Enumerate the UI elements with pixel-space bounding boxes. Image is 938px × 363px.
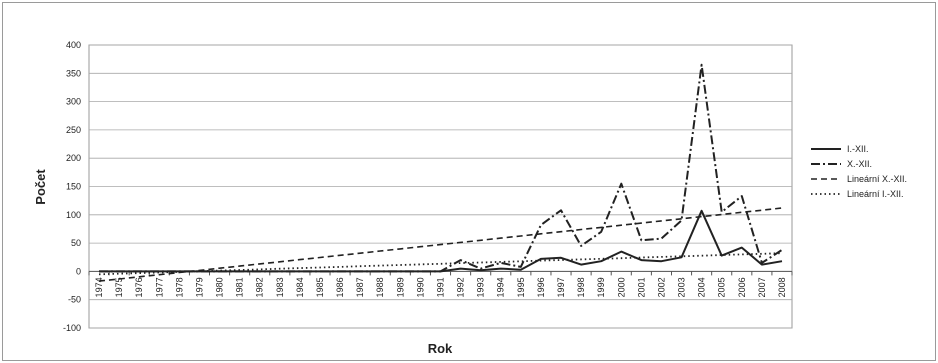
- line-chart: 400 350 300 250 200 150 100 50 0 -50 -100 1974 1975…: [33, 40, 907, 356]
- legend-label: Lineární I.-XII.: [847, 189, 904, 199]
- y-tick-label: 250: [66, 125, 81, 135]
- x-tick-label: 2007: [757, 277, 767, 297]
- y-tick-label: 100: [66, 210, 81, 220]
- y-tick-label: 400: [66, 40, 81, 50]
- y-tick-label: 300: [66, 97, 81, 107]
- x-axis-tick-labels: 1974 1975 1976 1977 1978 1979 1980 1981 1982 1983…: [94, 277, 787, 297]
- y-tick-label: 50: [71, 238, 81, 248]
- legend-label: X.-XII.: [847, 159, 872, 169]
- x-tick-label: 1994: [496, 277, 506, 297]
- x-tick-label: 1986: [335, 277, 345, 297]
- y-tick-label: 150: [66, 182, 81, 192]
- x-tick-label: 1982: [255, 277, 265, 297]
- legend-label: I.-XII.: [847, 144, 869, 154]
- x-tick-label: 2004: [697, 277, 707, 297]
- x-tick-label: 1991: [436, 277, 446, 297]
- series-line: [98, 252, 783, 276]
- x-tick-label: 1992: [456, 277, 466, 297]
- x-axis-title: Rok: [428, 341, 453, 356]
- x-tick-label: 2002: [656, 277, 666, 297]
- x-tick-label: 1990: [415, 277, 425, 297]
- y-tick-label: -100: [63, 323, 81, 333]
- x-tick-label: 2000: [616, 277, 626, 297]
- x-tick-label: 2001: [636, 277, 646, 297]
- x-tick-label: 2008: [777, 277, 787, 297]
- x-tick-label: 1989: [395, 277, 405, 297]
- x-tick-label: 1981: [235, 277, 245, 297]
- x-tick-label: 1993: [476, 277, 486, 297]
- x-tick-label: 1999: [596, 277, 606, 297]
- x-tick-label: 1974: [94, 277, 104, 297]
- x-tick-label: 2003: [677, 277, 687, 297]
- series-line: [98, 207, 783, 282]
- series-line: [99, 63, 783, 273]
- x-tick-label: 1976: [134, 277, 144, 297]
- y-axis-title: Počet: [33, 169, 48, 205]
- x-tick-label: 1977: [154, 277, 164, 297]
- x-tick-label: 2006: [737, 277, 747, 297]
- x-tick-label: 1995: [516, 277, 526, 297]
- x-tick-label: 1979: [194, 277, 204, 297]
- x-tick-label: 2005: [717, 277, 727, 297]
- y-tick-label: 0: [76, 266, 81, 276]
- y-tick-label: 350: [66, 68, 81, 78]
- x-tick-label: 1975: [114, 277, 124, 297]
- x-tick-label: 1998: [576, 277, 586, 297]
- x-tick-label: 1978: [174, 277, 184, 297]
- x-tick-label: 1997: [556, 277, 566, 297]
- x-tick-label: 1980: [215, 277, 225, 297]
- y-tick-label: 200: [66, 153, 81, 163]
- y-tick-label: -50: [68, 295, 81, 305]
- x-tick-label: 1983: [275, 277, 285, 297]
- x-tick-label: 1996: [536, 277, 546, 297]
- legend-label: Lineární X.-XII.: [847, 174, 907, 184]
- x-tick-label: 1988: [375, 277, 385, 297]
- series-lines: [98, 63, 783, 282]
- y-axis-tick-labels: 400 350 300 250 200 150 100 50 0 -50 -100: [63, 40, 81, 333]
- x-tick-label: 1984: [295, 277, 305, 297]
- legend: I.-XII. X.-XII. Lineární X.-XII. Lineární I…: [811, 144, 907, 199]
- x-tick-label: 1985: [315, 277, 325, 297]
- x-tick-label: 1987: [355, 277, 365, 297]
